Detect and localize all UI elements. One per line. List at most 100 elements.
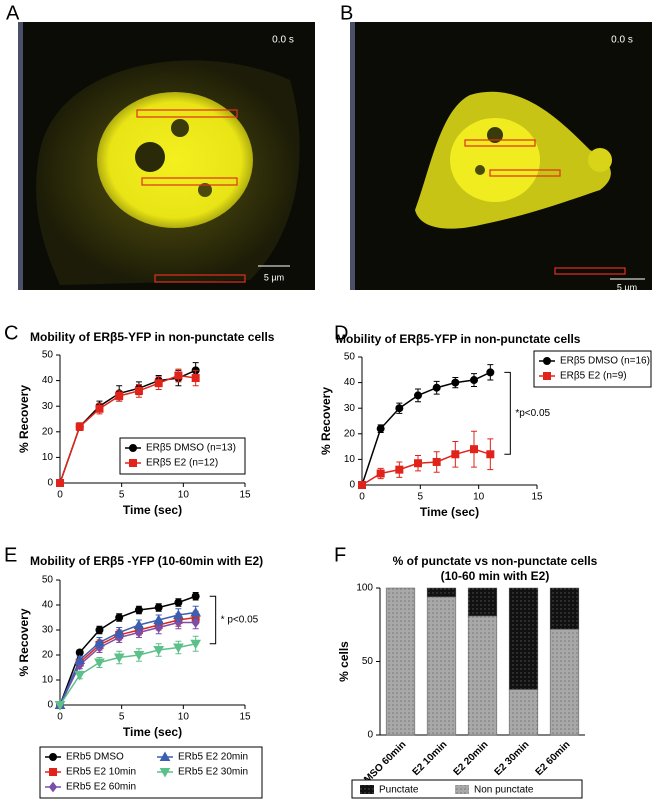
bar-segment bbox=[508, 587, 539, 690]
data-point bbox=[451, 450, 460, 459]
data-point bbox=[49, 768, 57, 776]
microscopy-image bbox=[18, 22, 315, 290]
x-tick-label: 5 bbox=[418, 492, 424, 503]
x-tick-label: E2 60min bbox=[534, 739, 573, 778]
legend-box bbox=[119, 437, 246, 475]
panel-label: E bbox=[4, 544, 17, 566]
data-point bbox=[48, 781, 58, 793]
x-axis-label: Time (sec) bbox=[420, 505, 479, 519]
y-axis-label: % Recovery bbox=[17, 385, 31, 453]
legend-label: ERb5 E2 30min bbox=[178, 767, 248, 778]
chart-title: Mobility of ERβ5-YFP in non-punctate cel… bbox=[30, 330, 275, 344]
data-point bbox=[432, 457, 441, 466]
legend-swatch bbox=[360, 785, 374, 794]
x-tick-label: 0 bbox=[57, 712, 63, 723]
data-point bbox=[115, 391, 124, 400]
data-point bbox=[74, 671, 86, 681]
bar-segment bbox=[549, 587, 580, 630]
legend-label: ERβ5 DMSO (n=16) bbox=[560, 356, 650, 367]
data-point bbox=[56, 479, 64, 487]
data-point bbox=[154, 379, 163, 388]
annotation: * p<0.05 bbox=[221, 615, 259, 626]
y-tick-label: 10 bbox=[344, 454, 356, 465]
x-tick-label: E2 20min bbox=[452, 739, 491, 778]
data-point bbox=[174, 371, 183, 380]
legend-box bbox=[39, 746, 263, 799]
y-tick-label: 30 bbox=[344, 403, 356, 414]
data-point bbox=[376, 469, 385, 478]
data-point bbox=[113, 653, 125, 664]
y-tick-label: 50 bbox=[362, 656, 374, 667]
legend-label: Non punctate bbox=[474, 785, 534, 796]
y-tick-label: 20 bbox=[42, 650, 54, 661]
data-point bbox=[115, 613, 124, 622]
y-axis-label: % Recovery bbox=[17, 608, 31, 676]
data-point bbox=[414, 391, 422, 400]
data-point bbox=[191, 374, 200, 383]
x-tick-label: 5 bbox=[119, 712, 125, 723]
y-tick-label: 100 bbox=[356, 583, 373, 594]
y-tick-label: 50 bbox=[344, 352, 356, 363]
data-point bbox=[94, 658, 105, 669]
legend-label: ERb5 DMSO bbox=[66, 752, 124, 763]
x-tick-label: 15 bbox=[531, 492, 543, 503]
x-tick-label: 5 bbox=[119, 490, 125, 501]
significance-bracket bbox=[504, 371, 511, 455]
y-tick-label: 30 bbox=[42, 625, 54, 636]
chart-subtitle: (10-60 min with E2) bbox=[441, 569, 550, 583]
data-point bbox=[191, 617, 200, 628]
chart-title: Mobility of ERβ5-YFP in non-punctate cel… bbox=[336, 332, 581, 346]
y-tick-label: 40 bbox=[42, 375, 54, 386]
legend-label: ERb5 E2 60min bbox=[66, 782, 136, 793]
y-tick-label: 20 bbox=[42, 426, 54, 437]
data-point bbox=[154, 603, 163, 612]
x-tick-label: E2 30min bbox=[493, 739, 532, 778]
x-tick-label: 10 bbox=[178, 712, 190, 723]
data-point bbox=[190, 639, 202, 650]
y-tick-label: 30 bbox=[42, 401, 54, 412]
bar-segment bbox=[467, 587, 498, 617]
y-tick-label: 50 bbox=[42, 350, 54, 361]
data-point bbox=[153, 614, 165, 624]
legend-label: ERb5 E2 10min bbox=[66, 767, 136, 778]
legend-box bbox=[533, 350, 652, 388]
data-point bbox=[432, 383, 441, 392]
annotation: *p<0.05 bbox=[515, 408, 550, 419]
y-tick-label: 10 bbox=[42, 675, 54, 686]
y-tick-label: 10 bbox=[42, 452, 54, 463]
y-tick-label: 50 bbox=[42, 575, 54, 586]
data-point bbox=[470, 376, 478, 385]
y-tick-label: 0 bbox=[47, 700, 53, 711]
legend-swatch bbox=[455, 785, 469, 794]
y-tick-label: 20 bbox=[344, 428, 356, 439]
x-tick-label: 15 bbox=[239, 712, 251, 723]
data-point bbox=[134, 606, 143, 614]
significance-bracket bbox=[209, 595, 217, 645]
x-tick-label: E2 10min bbox=[411, 739, 450, 778]
legend-label: ERβ5 E2 (n=9) bbox=[560, 371, 627, 382]
x-axis-label: Time (sec) bbox=[123, 503, 182, 517]
data-point bbox=[190, 606, 202, 617]
data-point bbox=[133, 651, 145, 661]
data-point bbox=[95, 626, 104, 634]
x-tick-label: 10 bbox=[473, 492, 485, 503]
data-point bbox=[94, 636, 105, 647]
scale-bar-label: 5 µm bbox=[617, 282, 637, 292]
data-point bbox=[173, 609, 184, 619]
bar-segment bbox=[426, 587, 457, 598]
data-point bbox=[54, 701, 66, 711]
bar-segment bbox=[467, 615, 498, 736]
data-point bbox=[129, 459, 137, 467]
data-point bbox=[470, 445, 478, 454]
data-point bbox=[358, 481, 366, 489]
data-point bbox=[113, 626, 125, 637]
data-point bbox=[129, 444, 137, 452]
panel-label: D bbox=[334, 322, 348, 344]
panel-label: F bbox=[334, 544, 346, 566]
data-point bbox=[451, 378, 460, 387]
bar-segment bbox=[508, 689, 539, 736]
data-point bbox=[173, 643, 184, 654]
x-tick-label: 10 bbox=[178, 490, 190, 501]
data-point bbox=[395, 465, 404, 474]
data-point bbox=[74, 654, 86, 664]
